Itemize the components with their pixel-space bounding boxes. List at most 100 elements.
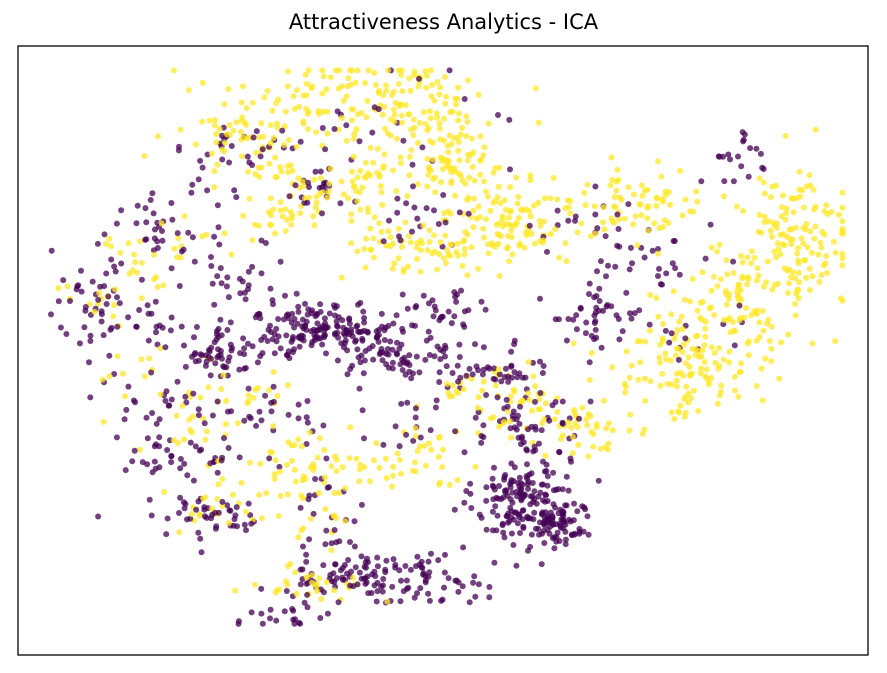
data-point-yellow (795, 295, 802, 302)
data-point-purple (303, 441, 310, 447)
data-point-yellow (786, 266, 793, 273)
data-point-purple (524, 475, 530, 482)
data-point-yellow (455, 170, 462, 177)
data-point-purple (168, 453, 175, 460)
data-point-yellow (269, 107, 276, 114)
data-point-yellow (420, 222, 427, 229)
data-point-yellow (811, 235, 818, 242)
data-point-yellow (257, 460, 264, 467)
data-point-purple (509, 499, 516, 506)
data-point-purple (208, 515, 214, 522)
data-point-yellow (785, 331, 792, 338)
data-point-purple (600, 307, 606, 314)
data-point-yellow (353, 455, 360, 462)
data-point-yellow (381, 151, 388, 158)
data-point-yellow (188, 511, 195, 517)
data-point-yellow (535, 199, 542, 206)
data-point-purple (516, 421, 523, 427)
data-point-yellow (338, 83, 345, 90)
data-point-yellow (55, 285, 62, 292)
data-point-yellow (456, 110, 463, 117)
data-point-purple (343, 327, 350, 334)
data-point-yellow (667, 357, 674, 364)
data-point-purple (258, 237, 265, 244)
data-point-yellow (579, 404, 586, 411)
data-point-yellow (744, 254, 751, 261)
data-point-yellow (266, 160, 273, 167)
data-point-yellow (739, 273, 746, 280)
data-point-yellow (642, 187, 648, 194)
data-point-purple (715, 153, 722, 160)
data-point-purple (283, 588, 290, 594)
data-point-yellow (187, 426, 194, 433)
data-point-yellow (666, 189, 673, 195)
data-point-purple (560, 517, 567, 524)
data-point-yellow (410, 116, 417, 123)
data-point-purple (598, 344, 605, 351)
data-point-yellow (475, 265, 482, 272)
data-point-purple (659, 281, 665, 288)
data-point-purple (616, 243, 623, 250)
data-point-purple (554, 207, 561, 214)
data-point-purple (656, 265, 662, 272)
data-point-purple (298, 335, 304, 342)
data-point-purple (103, 270, 110, 277)
data-point-purple (321, 315, 328, 322)
data-point-purple (294, 320, 301, 327)
data-point-purple (113, 434, 120, 441)
data-point-yellow (537, 222, 544, 229)
data-point-yellow (285, 137, 292, 143)
data-point-purple (436, 369, 443, 376)
data-point-yellow (238, 117, 245, 124)
data-point-purple (475, 409, 482, 416)
data-point-yellow (131, 251, 138, 258)
data-point-yellow (258, 164, 265, 171)
data-point-yellow (138, 356, 145, 363)
data-point-yellow (730, 270, 737, 276)
data-point-purple (333, 575, 340, 582)
data-point-purple (313, 310, 320, 317)
data-point-yellow (597, 445, 604, 452)
data-point-purple (247, 415, 254, 422)
data-point-yellow (108, 243, 115, 250)
data-point-purple (78, 267, 84, 274)
data-point-yellow (313, 199, 320, 206)
data-point-yellow (778, 213, 785, 220)
data-point-purple (538, 561, 545, 568)
data-point-purple (565, 487, 572, 494)
data-point-yellow (266, 387, 273, 393)
data-point-purple (592, 211, 599, 218)
data-point-purple (565, 217, 572, 224)
data-point-yellow (726, 359, 732, 366)
data-point-purple (319, 125, 326, 131)
data-point-purple (57, 324, 64, 331)
data-point-purple (339, 317, 346, 324)
data-point-yellow (206, 117, 213, 124)
data-point-purple (245, 286, 251, 293)
data-point-yellow (839, 297, 846, 304)
data-point-yellow (657, 341, 664, 348)
data-point-yellow (679, 349, 686, 355)
data-point-yellow (839, 231, 846, 237)
data-point-purple (541, 540, 548, 546)
data-point-purple (577, 304, 584, 311)
data-point-yellow (244, 135, 251, 142)
data-point-purple (563, 337, 570, 344)
data-point-yellow (454, 477, 461, 484)
data-point-yellow (469, 164, 476, 170)
data-point-yellow (821, 231, 828, 238)
data-point-purple (268, 408, 275, 415)
data-point-purple (404, 399, 411, 406)
data-point-purple (478, 439, 485, 446)
data-point-yellow (717, 276, 724, 283)
data-point-purple (403, 360, 410, 367)
data-point-yellow (455, 117, 462, 124)
data-point-yellow (769, 183, 776, 190)
data-point-yellow (214, 496, 221, 502)
data-point-purple (89, 278, 96, 285)
data-point-purple (237, 290, 244, 297)
data-point-yellow (581, 190, 588, 196)
data-point-yellow (213, 139, 220, 146)
data-point-purple (323, 350, 329, 357)
data-point-yellow (208, 150, 215, 157)
